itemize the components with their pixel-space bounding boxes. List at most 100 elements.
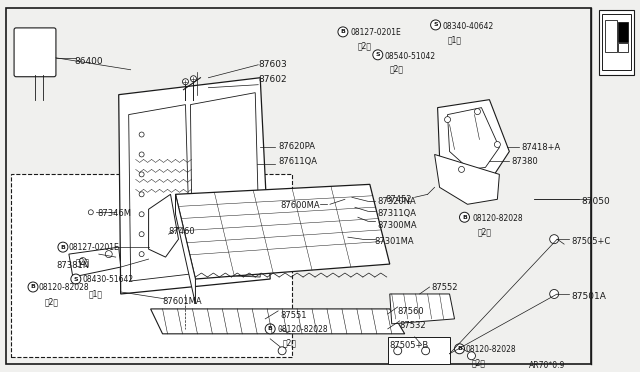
Text: 08120-82028: 08120-82028 xyxy=(277,325,328,334)
Circle shape xyxy=(474,109,481,115)
Bar xyxy=(388,337,449,364)
Text: 87320NA: 87320NA xyxy=(378,197,417,206)
Circle shape xyxy=(467,352,476,360)
Text: 87560: 87560 xyxy=(397,307,424,316)
Text: 87346M: 87346M xyxy=(98,209,132,218)
Text: B: B xyxy=(340,29,346,34)
Text: B: B xyxy=(31,285,35,289)
Polygon shape xyxy=(118,78,270,294)
Text: 87611QA: 87611QA xyxy=(278,157,317,166)
Circle shape xyxy=(265,324,275,334)
Polygon shape xyxy=(175,194,195,304)
Circle shape xyxy=(182,79,188,85)
Circle shape xyxy=(139,232,144,237)
Bar xyxy=(618,22,628,42)
Circle shape xyxy=(454,344,465,354)
Text: 87601MA: 87601MA xyxy=(163,297,202,306)
Text: 08120-82028: 08120-82028 xyxy=(465,345,516,354)
Polygon shape xyxy=(191,93,260,277)
Circle shape xyxy=(28,282,38,292)
Circle shape xyxy=(88,210,93,215)
Circle shape xyxy=(71,274,81,284)
Bar xyxy=(602,14,631,70)
Polygon shape xyxy=(438,100,509,177)
Text: 08340-40642: 08340-40642 xyxy=(443,22,494,31)
Polygon shape xyxy=(148,194,179,257)
Text: 08430-51642: 08430-51642 xyxy=(83,275,134,284)
Bar xyxy=(605,20,617,52)
Circle shape xyxy=(338,27,348,37)
Text: 87381N: 87381N xyxy=(56,261,89,270)
Circle shape xyxy=(139,152,144,157)
Circle shape xyxy=(139,192,144,197)
Circle shape xyxy=(278,347,286,355)
Circle shape xyxy=(445,116,451,122)
Text: 08120-82028: 08120-82028 xyxy=(39,283,90,292)
Text: （2）: （2） xyxy=(45,297,59,306)
Text: （2）: （2） xyxy=(282,339,296,348)
Polygon shape xyxy=(447,108,499,169)
Text: （2）: （2） xyxy=(477,227,492,236)
Text: 87452: 87452 xyxy=(385,195,412,204)
Text: 87418+A: 87418+A xyxy=(522,142,561,151)
Text: AR70*0.9: AR70*0.9 xyxy=(529,361,566,370)
Polygon shape xyxy=(129,105,191,281)
Text: 87505+B: 87505+B xyxy=(390,341,429,350)
Text: 87603: 87603 xyxy=(258,60,287,69)
Text: 87300MA: 87300MA xyxy=(378,221,417,230)
Polygon shape xyxy=(69,247,121,277)
Text: S: S xyxy=(376,52,380,57)
Polygon shape xyxy=(175,185,390,279)
Text: 87301MA: 87301MA xyxy=(375,237,415,246)
Circle shape xyxy=(431,20,440,30)
Circle shape xyxy=(550,289,559,298)
Circle shape xyxy=(58,242,68,252)
Circle shape xyxy=(458,166,465,172)
Text: 87380: 87380 xyxy=(511,157,538,166)
Text: （1）: （1） xyxy=(89,289,103,298)
Text: 87551: 87551 xyxy=(280,311,307,320)
Text: 87532: 87532 xyxy=(400,321,426,330)
Text: 08120-82028: 08120-82028 xyxy=(472,214,523,223)
Circle shape xyxy=(139,212,144,217)
Text: B: B xyxy=(462,215,467,220)
Text: （2）: （2） xyxy=(76,257,90,266)
Text: 87311QA: 87311QA xyxy=(378,209,417,218)
FancyBboxPatch shape xyxy=(14,28,56,77)
Text: （2）: （2） xyxy=(358,42,372,51)
Text: 87501A: 87501A xyxy=(571,292,606,301)
Text: B: B xyxy=(268,326,273,331)
Text: B: B xyxy=(457,346,462,351)
Circle shape xyxy=(494,141,500,147)
Text: S: S xyxy=(433,22,438,28)
Bar xyxy=(618,43,628,52)
Text: 87460: 87460 xyxy=(168,227,195,236)
Circle shape xyxy=(139,172,144,177)
Text: 87552: 87552 xyxy=(431,283,458,292)
Text: 08127-0201E: 08127-0201E xyxy=(351,28,402,37)
Text: 08540-51042: 08540-51042 xyxy=(385,52,436,61)
Circle shape xyxy=(394,347,402,355)
Text: 87600MA: 87600MA xyxy=(280,201,320,210)
Polygon shape xyxy=(150,309,404,334)
Circle shape xyxy=(105,251,112,257)
Text: 87602: 87602 xyxy=(258,75,287,84)
Text: 87620PA: 87620PA xyxy=(278,141,315,151)
Circle shape xyxy=(422,347,429,355)
Circle shape xyxy=(373,50,383,60)
Text: （2）: （2） xyxy=(390,65,404,74)
Text: S: S xyxy=(74,276,78,282)
Circle shape xyxy=(460,212,470,222)
Polygon shape xyxy=(390,294,454,324)
Text: 87050: 87050 xyxy=(581,197,610,206)
Circle shape xyxy=(139,251,144,257)
Circle shape xyxy=(550,235,559,244)
Text: 86400: 86400 xyxy=(75,57,104,66)
Text: （2）: （2） xyxy=(472,359,486,368)
Text: 08127-0201E: 08127-0201E xyxy=(69,243,120,252)
Text: （1）: （1） xyxy=(447,35,461,44)
Circle shape xyxy=(139,132,144,137)
Bar xyxy=(11,174,292,357)
Text: B: B xyxy=(60,245,65,250)
Circle shape xyxy=(79,257,86,264)
